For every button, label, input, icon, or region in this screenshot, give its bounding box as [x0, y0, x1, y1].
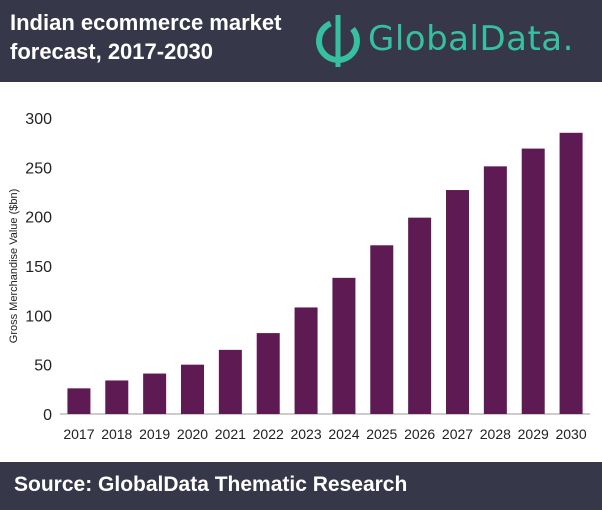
x-tick-label: 2021 — [215, 426, 246, 442]
header-banner: Indian ecommerce market forecast, 2017-2… — [0, 0, 602, 82]
page-title: Indian ecommerce market forecast, 2017-2… — [10, 10, 282, 64]
y-tick-label: 150 — [25, 259, 52, 276]
bar-2019 — [143, 373, 167, 414]
x-tick-label: 2026 — [404, 426, 435, 442]
y-tick-label: 50 — [34, 358, 52, 375]
bar-2022 — [256, 333, 280, 414]
y-tick-label: 100 — [25, 308, 52, 325]
x-tick-label: 2023 — [290, 426, 321, 442]
x-tick-label: 2030 — [555, 426, 586, 442]
globaldata-logo: GlobalData. — [312, 12, 592, 68]
x-tick-label: 2017 — [63, 426, 94, 442]
x-tick-label: 2020 — [177, 426, 208, 442]
bar-2021 — [218, 349, 242, 414]
x-tick-label: 2027 — [442, 426, 473, 442]
bar-2029 — [521, 148, 545, 414]
x-tick-label: 2018 — [101, 426, 132, 442]
x-tick-label: 2025 — [366, 426, 397, 442]
bar-2026 — [408, 217, 432, 414]
chart-area: Gross Merchandise Value ($bn) 0 50 100 150 20… — [0, 82, 602, 462]
y-tick-label: 200 — [25, 210, 52, 227]
y-tick-label: 250 — [25, 160, 52, 177]
globaldata-logo-icon — [316, 15, 360, 67]
x-tick-label: 2022 — [253, 426, 284, 442]
bar-2024 — [332, 277, 356, 414]
bar-2023 — [294, 307, 318, 414]
bar-2020 — [181, 364, 204, 414]
footer-banner: Source: GlobalData Thematic Research — [0, 462, 602, 510]
bar-2030 — [559, 132, 583, 415]
logo-text: GlobalData. — [368, 19, 574, 59]
y-tick-label: 0 — [43, 407, 52, 424]
x-tick-label: 2028 — [480, 426, 511, 442]
bar-2027 — [446, 190, 469, 414]
bar-chart: Gross Merchandise Value ($bn) 0 50 100 150 20… — [8, 111, 590, 442]
x-tick-label: 2029 — [518, 426, 549, 442]
bar-2018 — [105, 380, 129, 414]
bar-2028 — [483, 166, 507, 414]
y-tick-label: 300 — [25, 111, 52, 128]
bar-2017 — [67, 388, 91, 414]
bar-2025 — [370, 245, 394, 414]
x-tick-label: 2019 — [139, 426, 170, 442]
source-text: Source: GlobalData Thematic Research — [14, 473, 408, 496]
y-axis-label: Gross Merchandise Value ($bn) — [8, 189, 20, 343]
x-tick-label: 2024 — [328, 426, 359, 442]
